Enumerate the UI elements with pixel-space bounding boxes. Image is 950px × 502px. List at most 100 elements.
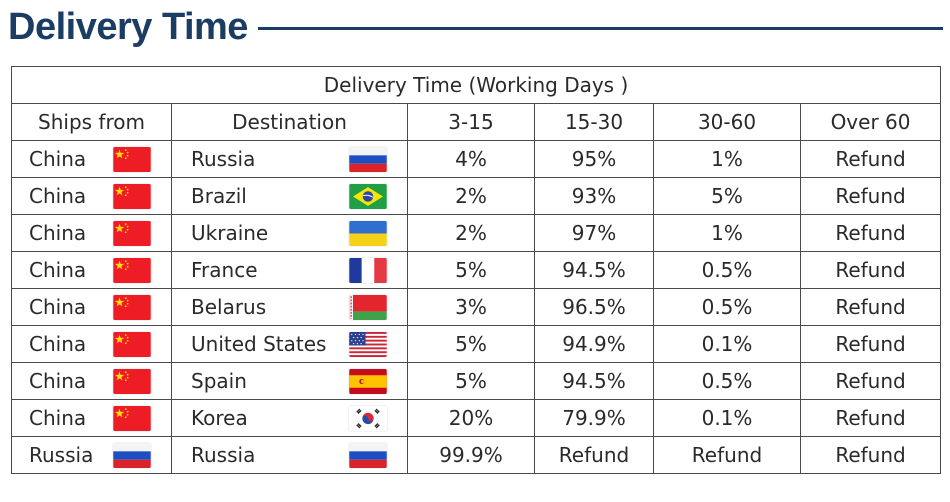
destination-cell: Brazil <box>171 177 408 215</box>
china-flag-icon <box>113 146 151 172</box>
pct-3-15: 2% <box>407 177 535 215</box>
over-60-policy: Refund <box>799 140 942 178</box>
china-flag-icon <box>113 294 151 320</box>
pct-15-30: 97% <box>534 214 654 252</box>
table-row: China Korea 20% 79.9% 0.1% Refund <box>11 399 942 437</box>
pct-30-60: Refund <box>653 436 801 474</box>
pct-3-15: 5% <box>407 362 535 400</box>
destination-country: Russia <box>191 147 256 171</box>
column-header-15-30: 15-30 <box>534 103 654 141</box>
page-title: Delivery Time <box>8 5 248 48</box>
ships-from-cell: China <box>11 362 172 400</box>
destination-cell: Russia <box>171 140 408 178</box>
caption-row: Delivery Time (Working Days ) <box>10 66 942 104</box>
korea-flag-icon <box>349 405 387 431</box>
column-header-ships-from: Ships from <box>11 103 172 141</box>
ships-from-country: China <box>29 221 87 245</box>
column-header-3-15: 3-15 <box>407 103 535 141</box>
destination-cell: Spain <box>171 362 408 400</box>
china-flag-icon <box>113 331 151 357</box>
destination-cell: Russia <box>171 436 408 474</box>
table-row: China United States 5% 94.9% 0.1% Refund <box>11 325 942 363</box>
ships-from-country: China <box>29 184 87 208</box>
destination-cell: Ukraine <box>171 214 408 252</box>
pct-30-60: 5% <box>653 177 801 215</box>
china-flag-icon <box>113 220 151 246</box>
france-flag-icon <box>349 257 387 283</box>
china-flag-icon <box>113 183 151 209</box>
table-row: China Belarus 3% 96.5% 0.5% Refund <box>11 288 942 326</box>
over-60-policy: Refund <box>799 325 942 363</box>
china-flag-icon <box>113 405 151 431</box>
pct-30-60: 1% <box>653 214 801 252</box>
pct-15-30: 96.5% <box>534 288 654 326</box>
destination-country: Russia <box>191 443 256 467</box>
ships-from-country: China <box>29 406 87 430</box>
pct-3-15: 20% <box>407 399 535 437</box>
over-60-policy: Refund <box>799 399 942 437</box>
table-row: China Spain 5% 94.5% 0.5% Refund <box>11 362 942 400</box>
destination-country: Brazil <box>191 184 247 208</box>
ships-from-country: China <box>29 295 87 319</box>
over-60-policy: Refund <box>799 288 942 326</box>
usa-flag-icon <box>349 331 387 357</box>
ships-from-cell: China <box>11 140 172 178</box>
pct-3-15: 5% <box>407 251 535 289</box>
destination-country: United States <box>191 332 327 356</box>
destination-country: France <box>191 258 258 282</box>
ships-from-country: China <box>29 332 87 356</box>
ships-from-cell: China <box>11 288 172 326</box>
over-60-policy: Refund <box>799 177 942 215</box>
pct-15-30: 79.9% <box>534 399 654 437</box>
destination-cell: United States <box>171 325 408 363</box>
ships-from-country: Russia <box>29 443 94 467</box>
destination-cell: Belarus <box>171 288 408 326</box>
table-row: China Brazil 2% 93% 5% Refund <box>11 177 942 215</box>
spain-flag-icon <box>349 368 387 394</box>
ukraine-flag-icon <box>349 220 387 246</box>
column-header-over-60: Over 60 <box>799 103 942 141</box>
pct-30-60: 0.5% <box>653 288 801 326</box>
ships-from-cell: China <box>11 251 172 289</box>
table-row: China Russia 4% 95% 1% Refund <box>11 140 942 178</box>
belarus-flag-icon <box>349 294 387 320</box>
table-caption: Delivery Time (Working Days ) <box>10 66 942 104</box>
pct-30-60: 0.1% <box>653 325 801 363</box>
delivery-time-table: Delivery Time (Working Days ) Ships from… <box>10 66 942 474</box>
pct-30-60: 1% <box>653 140 801 178</box>
over-60-policy: Refund <box>799 362 942 400</box>
pct-15-30: 93% <box>534 177 654 215</box>
pct-30-60: 0.5% <box>653 251 801 289</box>
ships-from-cell: Russia <box>11 436 172 474</box>
russia-flag-icon <box>349 146 387 172</box>
ships-from-country: China <box>29 258 87 282</box>
pct-3-15: 3% <box>407 288 535 326</box>
pct-15-30: 94.5% <box>534 251 654 289</box>
table-row: China Ukraine 2% 97% 1% Refund <box>11 214 942 252</box>
ships-from-cell: China <box>11 325 172 363</box>
destination-country: Korea <box>191 406 248 430</box>
ships-from-cell: China <box>11 399 172 437</box>
title-divider <box>257 27 943 30</box>
table-row: China France 5% 94.5% 0.5% Refund <box>11 251 942 289</box>
china-flag-icon <box>113 257 151 283</box>
over-60-policy: Refund <box>799 251 942 289</box>
destination-cell: France <box>171 251 408 289</box>
brazil-flag-icon <box>349 183 387 209</box>
china-flag-icon <box>113 368 151 394</box>
pct-15-30: Refund <box>534 436 654 474</box>
pct-3-15: 5% <box>407 325 535 363</box>
destination-cell: Korea <box>171 399 408 437</box>
pct-3-15: 2% <box>407 214 535 252</box>
pct-30-60: 0.1% <box>653 399 801 437</box>
pct-30-60: 0.5% <box>653 362 801 400</box>
russia-flag-icon <box>349 442 387 468</box>
destination-country: Belarus <box>191 295 267 319</box>
pct-15-30: 94.9% <box>534 325 654 363</box>
pct-15-30: 94.5% <box>534 362 654 400</box>
ships-from-cell: China <box>11 177 172 215</box>
column-header-30-60: 30-60 <box>653 103 801 141</box>
over-60-policy: Refund <box>799 214 942 252</box>
ships-from-country: China <box>29 369 87 393</box>
column-header-destination: Destination <box>171 103 408 141</box>
